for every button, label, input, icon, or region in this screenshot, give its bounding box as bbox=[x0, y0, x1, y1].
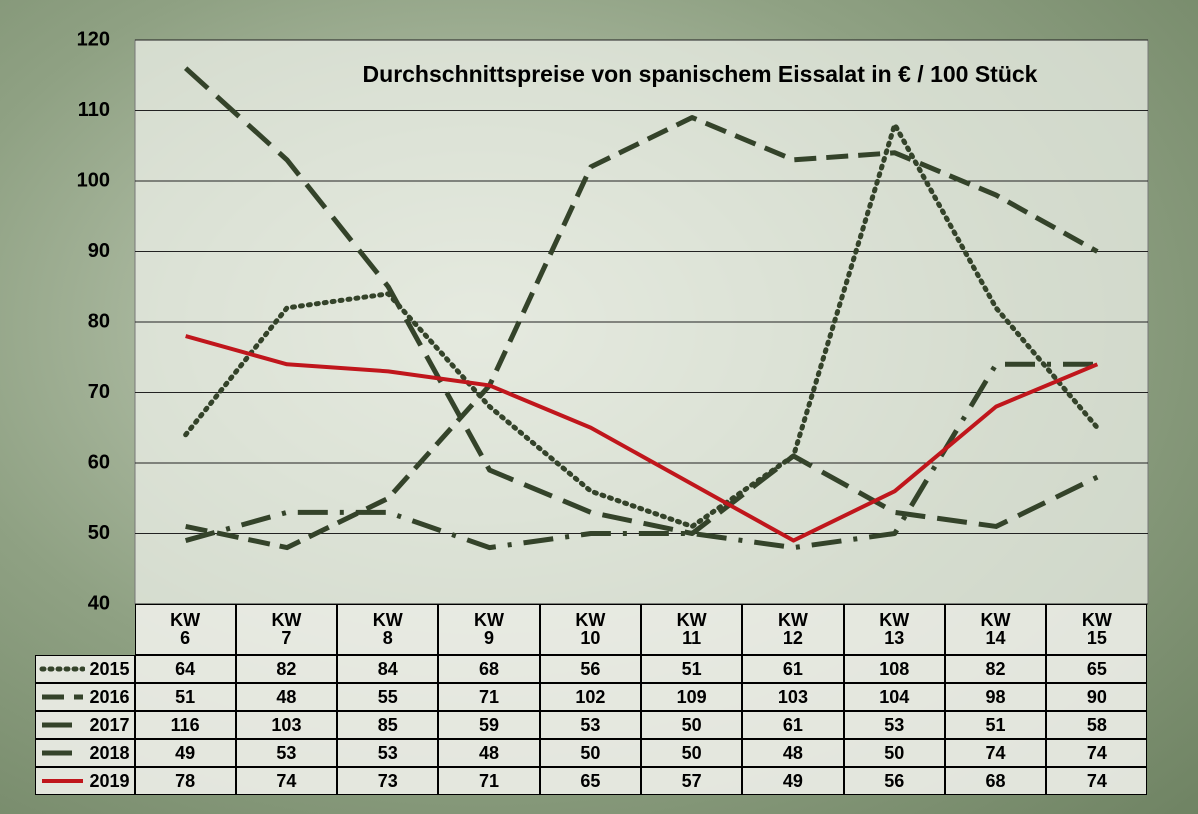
table-value: 104 bbox=[844, 683, 945, 711]
table-value: 68 bbox=[438, 655, 539, 683]
legend-key bbox=[39, 664, 85, 674]
legend-entry: 2017 bbox=[35, 711, 135, 739]
legend-key bbox=[39, 692, 85, 702]
table-value: 98 bbox=[945, 683, 1046, 711]
table-value: 103 bbox=[236, 711, 337, 739]
legend-label: 2016 bbox=[89, 688, 129, 706]
table-value: 109 bbox=[641, 683, 742, 711]
table-value: 50 bbox=[641, 711, 742, 739]
table-value: 73 bbox=[337, 767, 438, 795]
y-tick-label: 80 bbox=[88, 310, 110, 332]
table-value: 53 bbox=[844, 711, 945, 739]
x-tick-label: KW 8 bbox=[337, 604, 438, 655]
table-value: 53 bbox=[337, 739, 438, 767]
table-value: 61 bbox=[742, 655, 843, 683]
y-tick-label: 40 bbox=[88, 592, 110, 614]
table-value: 85 bbox=[337, 711, 438, 739]
table-value: 65 bbox=[1046, 655, 1147, 683]
table-value: 58 bbox=[1046, 711, 1147, 739]
legend-entry: 2018 bbox=[35, 739, 135, 767]
legend-key bbox=[39, 748, 85, 758]
legend-entry: 2015 bbox=[35, 655, 135, 683]
x-tick-label: KW 15 bbox=[1046, 604, 1147, 655]
table-value: 49 bbox=[742, 767, 843, 795]
table-value: 53 bbox=[540, 711, 641, 739]
table-value: 84 bbox=[337, 655, 438, 683]
table-value: 48 bbox=[742, 739, 843, 767]
table-value: 48 bbox=[438, 739, 539, 767]
table-value: 74 bbox=[236, 767, 337, 795]
table-value: 49 bbox=[135, 739, 236, 767]
table-value: 103 bbox=[742, 683, 843, 711]
table-value: 56 bbox=[540, 655, 641, 683]
table-value: 82 bbox=[236, 655, 337, 683]
y-tick-label: 120 bbox=[77, 28, 110, 50]
table-value: 53 bbox=[236, 739, 337, 767]
legend-label: 2018 bbox=[89, 744, 129, 762]
table-value: 51 bbox=[945, 711, 1046, 739]
table-value: 71 bbox=[438, 767, 539, 795]
table-value: 50 bbox=[540, 739, 641, 767]
table-value: 57 bbox=[641, 767, 742, 795]
x-tick-label: KW 13 bbox=[844, 604, 945, 655]
table-value: 71 bbox=[438, 683, 539, 711]
legend-label: 2019 bbox=[89, 772, 129, 790]
y-tick-label: 50 bbox=[88, 522, 110, 544]
table-value: 50 bbox=[844, 739, 945, 767]
table-value: 48 bbox=[236, 683, 337, 711]
table-value: 74 bbox=[1046, 767, 1147, 795]
y-tick-label: 100 bbox=[77, 169, 110, 191]
table-value: 61 bbox=[742, 711, 843, 739]
x-tick-label: KW 11 bbox=[641, 604, 742, 655]
y-tick-label: 110 bbox=[78, 99, 110, 121]
table-value: 108 bbox=[844, 655, 945, 683]
x-tick-label: KW 7 bbox=[236, 604, 337, 655]
legend-entry: 2016 bbox=[35, 683, 135, 711]
table-value: 82 bbox=[945, 655, 1046, 683]
x-tick-label: KW 9 bbox=[438, 604, 539, 655]
y-tick-label: 70 bbox=[88, 381, 110, 403]
table-value: 51 bbox=[135, 683, 236, 711]
x-tick-label: KW 6 bbox=[135, 604, 236, 655]
table-value: 74 bbox=[945, 739, 1046, 767]
table-value: 102 bbox=[540, 683, 641, 711]
table-value: 116 bbox=[135, 711, 236, 739]
table-value: 59 bbox=[438, 711, 539, 739]
table-value: 55 bbox=[337, 683, 438, 711]
page: Durchschnittspreise von spanischem Eissa… bbox=[0, 0, 1198, 814]
legend-label: 2015 bbox=[89, 660, 129, 678]
table-value: 90 bbox=[1046, 683, 1147, 711]
x-tick-label: KW 12 bbox=[742, 604, 843, 655]
legend-entry: 2019 bbox=[35, 767, 135, 795]
table-value: 74 bbox=[1046, 739, 1147, 767]
table-value: 50 bbox=[641, 739, 742, 767]
table-value: 56 bbox=[844, 767, 945, 795]
y-tick-label: 90 bbox=[88, 240, 110, 262]
table-value: 68 bbox=[945, 767, 1046, 795]
table-value: 78 bbox=[135, 767, 236, 795]
table-value: 65 bbox=[540, 767, 641, 795]
table-value: 51 bbox=[641, 655, 742, 683]
legend-label: 2017 bbox=[89, 716, 129, 734]
table-value: 64 bbox=[135, 655, 236, 683]
x-tick-label: KW 14 bbox=[945, 604, 1046, 655]
x-tick-label: KW 10 bbox=[540, 604, 641, 655]
y-tick-label: 60 bbox=[88, 451, 110, 473]
chart-title: Durchschnittspreise von spanischem Eissa… bbox=[363, 61, 1038, 87]
legend-key bbox=[39, 776, 85, 786]
legend-key bbox=[39, 720, 85, 730]
